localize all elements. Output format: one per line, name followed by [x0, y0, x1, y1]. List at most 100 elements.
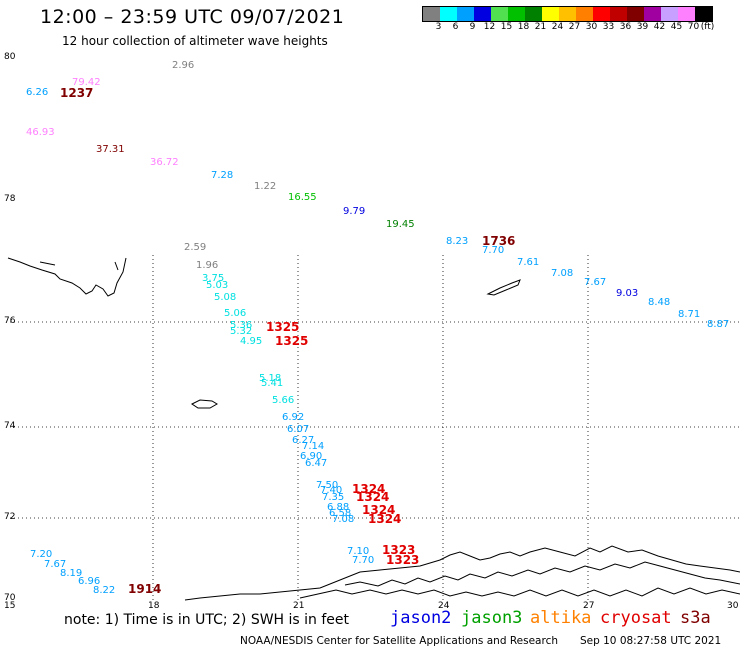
- legend-swatch: [593, 7, 610, 21]
- legend-label: 15: [500, 22, 513, 32]
- legend-swatch: [559, 7, 576, 21]
- sat-label-jason2: jason2: [390, 608, 452, 628]
- wave-height-value: 1.96: [196, 260, 219, 271]
- legend-label: 39: [636, 22, 649, 32]
- y-tick-label: 72: [4, 512, 16, 522]
- x-tick-label: 27: [583, 601, 595, 611]
- legend-label: 9: [469, 22, 476, 32]
- wave-height-value: 46.93: [26, 127, 55, 138]
- legend-label: 27: [568, 22, 581, 32]
- legend-unit: (ft): [700, 22, 715, 32]
- pass-time-label: 1736: [482, 234, 516, 248]
- x-tick-label: 30: [727, 601, 739, 611]
- coast-norway-fjords: [299, 587, 740, 599]
- y-tick-label: 70: [4, 593, 16, 603]
- sat-label-s3a: s3a: [680, 608, 711, 628]
- legend-label: 70: [687, 22, 700, 32]
- wave-height-value: 6.88: [327, 502, 350, 513]
- wave-height-value: 79.42: [72, 77, 101, 88]
- generated-timestamp: Sep 10 08:27:58 UTC 2021: [580, 635, 722, 647]
- wave-height-value: 8.22: [93, 585, 116, 596]
- x-tick-label: 24: [438, 601, 450, 611]
- wave-height-value: 7.20: [30, 549, 53, 560]
- wave-height-value: 7.10: [347, 546, 370, 557]
- wave-height-value: 3.75: [202, 273, 225, 284]
- x-tick-label: 21: [293, 601, 305, 611]
- wave-height-value: 37.31: [96, 144, 125, 155]
- graticule: [10, 255, 740, 600]
- footer-note: note: 1) Time is in UTC; 2) SWH is in fe…: [64, 612, 350, 628]
- y-tick-label: 78: [4, 194, 16, 204]
- wave-height-value: 7.50: [316, 480, 339, 491]
- wave-height-value: 5.06: [224, 308, 247, 319]
- wave-height-value: 7.35: [322, 492, 345, 503]
- wave-height-value: 6.27: [292, 435, 315, 446]
- wave-height-value: 7.28: [211, 170, 234, 181]
- wave-height-value: 5.18: [259, 373, 282, 384]
- legend-swatch: [525, 7, 542, 21]
- wave-height-value: 6.47: [305, 458, 328, 469]
- wave-height-value: 9.79: [343, 206, 366, 217]
- wave-height-value: 6.58: [329, 508, 352, 519]
- coastlines: [7, 257, 740, 601]
- wave-height-value: 9.03: [616, 288, 639, 299]
- wave-height-value: 7.70: [352, 555, 375, 566]
- wave-height-value: 6.96: [78, 576, 101, 587]
- wave-height-value: 6.92: [282, 412, 305, 423]
- x-tick-label: 15: [4, 601, 16, 611]
- wave-height-value: 16.55: [288, 192, 317, 203]
- wave-height-value: 5.03: [206, 280, 229, 291]
- wave-height-value: 5.36: [230, 320, 253, 331]
- wave-height-value: 8.71: [678, 309, 701, 320]
- wave-height-value: 7.08: [551, 268, 574, 279]
- wave-height-value: 7.08: [332, 514, 355, 525]
- sat-label-altika: altika: [530, 608, 592, 628]
- pass-time-label: 1324: [356, 490, 390, 504]
- pass-time-label: 1323: [386, 553, 420, 567]
- wave-height-value: 5.66: [272, 395, 295, 406]
- pass-time-label: 1324: [352, 482, 386, 496]
- coast-svalbard: [7, 257, 127, 297]
- coast-norway: [184, 545, 740, 601]
- wave-height-value: 6.26: [26, 87, 49, 98]
- page-subtitle: 12 hour collection of altimeter wave hei…: [62, 34, 328, 48]
- sat-label-jason3: jason3: [461, 608, 523, 628]
- coast-norway-islands: [344, 561, 740, 587]
- legend-label: 33: [602, 22, 615, 32]
- legend-swatch: [457, 7, 474, 21]
- credit-line: NOAA/NESDIS Center for Satellite Applica…: [240, 635, 558, 647]
- wave-height-value: 5.08: [214, 292, 237, 303]
- wave-height-value: 19.45: [386, 219, 415, 230]
- wave-height-value: 7.70: [482, 245, 505, 256]
- page-title: 12:00 – 23:59 UTC 09/07/2021: [40, 6, 345, 28]
- wave-height-value: 6.90: [300, 451, 323, 462]
- legend-label: 3: [435, 22, 442, 32]
- legend-swatch: [610, 7, 627, 21]
- pass-time-label: 1324: [362, 503, 396, 517]
- y-tick-label: 76: [4, 316, 16, 326]
- legend-swatch: [678, 7, 695, 21]
- y-tick-label: 74: [4, 421, 16, 431]
- pass-time-label: 1323: [382, 543, 416, 557]
- coast-bear-island: [191, 399, 218, 409]
- legend-label: 42: [653, 22, 666, 32]
- legend-label: 24: [551, 22, 564, 32]
- wave-height-value: 7.61: [517, 257, 540, 268]
- wave-height-value: 4.95: [240, 336, 263, 347]
- legend-label: 36: [619, 22, 632, 32]
- color-legend: [422, 6, 713, 22]
- legend-swatch: [661, 7, 678, 21]
- legend-label: 21: [534, 22, 547, 32]
- wave-height-value: 8.48: [648, 297, 671, 308]
- wave-height-value: 36.72: [150, 157, 179, 168]
- wave-height-value: 5.41: [261, 378, 284, 389]
- legend-swatch: [440, 7, 457, 21]
- pass-time-label: 1324: [368, 512, 402, 526]
- legend-swatch: [695, 7, 712, 21]
- sat-label-cryosat: cryosat: [600, 608, 672, 628]
- pass-time-label: 1237: [60, 86, 94, 100]
- wave-height-value: 2.96: [172, 60, 195, 71]
- wave-height-value: 7.14: [302, 441, 325, 452]
- pass-time-label: 1325: [275, 334, 309, 348]
